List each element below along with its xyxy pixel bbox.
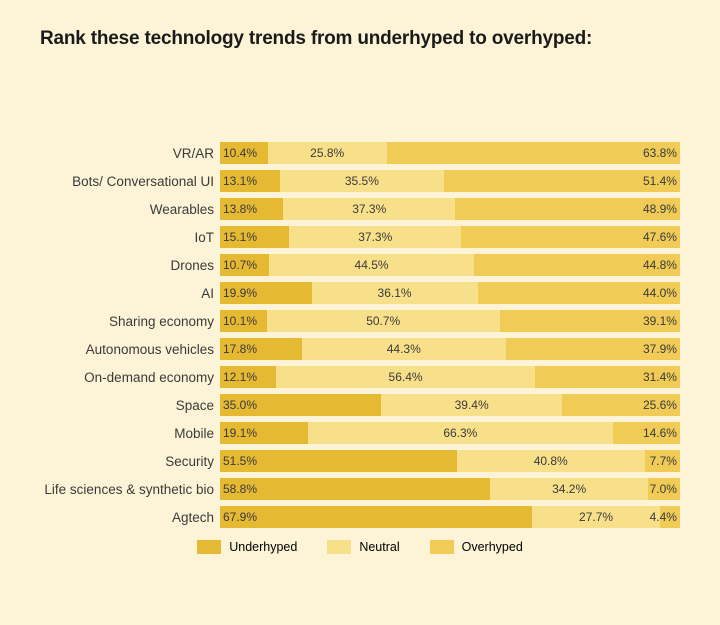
- segment-underhyped: 19.1%: [220, 422, 308, 444]
- chart-title: Rank these technology trends from underh…: [40, 28, 680, 50]
- segment-overhyped: 47.6%: [461, 226, 680, 248]
- segment-neutral: 27.7%: [532, 506, 659, 528]
- row-label: On-demand economy: [40, 370, 220, 385]
- segment-underhyped: 10.1%: [220, 310, 267, 332]
- segment-neutral: 44.3%: [302, 338, 506, 360]
- row-label: Life sciences & synthetic bio: [40, 482, 220, 497]
- segment-neutral: 66.3%: [308, 422, 613, 444]
- segment-neutral: 37.3%: [289, 226, 461, 248]
- stacked-bar: 10.7%44.5%44.8%: [220, 254, 680, 276]
- segment-overhyped: 25.6%: [562, 394, 680, 416]
- segment-underhyped: 15.1%: [220, 226, 289, 248]
- segment-overhyped: 7.7%: [645, 450, 680, 472]
- segment-neutral: 39.4%: [381, 394, 562, 416]
- legend-item-neutral: Neutral: [327, 540, 399, 554]
- chart-row: Bots/ Conversational UI13.1%35.5%51.4%: [40, 168, 680, 194]
- legend-label-overhyped: Overhyped: [462, 540, 523, 554]
- segment-overhyped: 63.8%: [387, 142, 680, 164]
- segment-underhyped: 19.9%: [220, 282, 312, 304]
- legend-swatch-neutral: [327, 540, 351, 554]
- segment-underhyped: 13.8%: [220, 198, 283, 220]
- row-label: Agtech: [40, 510, 220, 525]
- segment-overhyped: 48.9%: [455, 198, 680, 220]
- segment-overhyped: 7.0%: [648, 478, 680, 500]
- stacked-bar: 58.8%34.2%7.0%: [220, 478, 680, 500]
- row-label: Sharing economy: [40, 314, 220, 329]
- segment-neutral: 36.1%: [312, 282, 478, 304]
- chart-row: IoT15.1%37.3%47.6%: [40, 224, 680, 250]
- segment-neutral: 44.5%: [269, 254, 474, 276]
- stacked-bar: 19.1%66.3%14.6%: [220, 422, 680, 444]
- segment-overhyped: 14.6%: [613, 422, 680, 444]
- row-label: IoT: [40, 230, 220, 245]
- segment-neutral: 50.7%: [267, 310, 500, 332]
- segment-overhyped: 51.4%: [444, 170, 680, 192]
- segment-overhyped: 39.1%: [500, 310, 680, 332]
- chart-row: AI19.9%36.1%44.0%: [40, 280, 680, 306]
- legend-label-neutral: Neutral: [359, 540, 399, 554]
- stacked-bar: 51.5%40.8%7.7%: [220, 450, 680, 472]
- segment-overhyped: 44.0%: [478, 282, 680, 304]
- row-label: Space: [40, 398, 220, 413]
- chart-row: Life sciences & synthetic bio58.8%34.2%7…: [40, 476, 680, 502]
- segment-neutral: 37.3%: [283, 198, 455, 220]
- chart-row: Sharing economy10.1%50.7%39.1%: [40, 308, 680, 334]
- chart-row: On-demand economy12.1%56.4%31.4%: [40, 364, 680, 390]
- stacked-bar: 15.1%37.3%47.6%: [220, 226, 680, 248]
- row-label: Autonomous vehicles: [40, 342, 220, 357]
- stacked-bar: 17.8%44.3%37.9%: [220, 338, 680, 360]
- chart-row: Agtech67.9%27.7%4.4%: [40, 504, 680, 530]
- stacked-bar: 12.1%56.4%31.4%: [220, 366, 680, 388]
- segment-neutral: 34.2%: [490, 478, 647, 500]
- legend: Underhyped Neutral Overhyped: [40, 540, 680, 554]
- segment-neutral: 25.8%: [268, 142, 387, 164]
- legend-swatch-underhyped: [197, 540, 221, 554]
- segment-underhyped: 58.8%: [220, 478, 490, 500]
- segment-neutral: 56.4%: [276, 366, 536, 388]
- stacked-bar: 67.9%27.7%4.4%: [220, 506, 680, 528]
- segment-overhyped: 4.4%: [660, 506, 680, 528]
- row-label: Mobile: [40, 426, 220, 441]
- row-label: AI: [40, 286, 220, 301]
- chart-row: VR/AR10.4%25.8%63.8%: [40, 140, 680, 166]
- legend-label-underhyped: Underhyped: [229, 540, 297, 554]
- segment-overhyped: 44.8%: [474, 254, 680, 276]
- stacked-bar: 19.9%36.1%44.0%: [220, 282, 680, 304]
- legend-swatch-overhyped: [430, 540, 454, 554]
- legend-item-underhyped: Underhyped: [197, 540, 297, 554]
- chart-row: Mobile19.1%66.3%14.6%: [40, 420, 680, 446]
- stacked-bar: 13.1%35.5%51.4%: [220, 170, 680, 192]
- segment-neutral: 35.5%: [280, 170, 443, 192]
- chart-row: Autonomous vehicles17.8%44.3%37.9%: [40, 336, 680, 362]
- chart-canvas: Rank these technology trends from underh…: [0, 0, 720, 625]
- stacked-bar: 35.0%39.4%25.6%: [220, 394, 680, 416]
- segment-underhyped: 13.1%: [220, 170, 280, 192]
- segment-underhyped: 51.5%: [220, 450, 457, 472]
- chart-row: Wearables13.8%37.3%48.9%: [40, 196, 680, 222]
- segment-underhyped: 17.8%: [220, 338, 302, 360]
- segment-underhyped: 12.1%: [220, 366, 276, 388]
- chart-row: Security51.5%40.8%7.7%: [40, 448, 680, 474]
- row-label: Wearables: [40, 202, 220, 217]
- stacked-bar: 10.1%50.7%39.1%: [220, 310, 680, 332]
- segment-underhyped: 35.0%: [220, 394, 381, 416]
- row-label: Security: [40, 454, 220, 469]
- stacked-bar: 13.8%37.3%48.9%: [220, 198, 680, 220]
- stacked-bar: 10.4%25.8%63.8%: [220, 142, 680, 164]
- chart-rows: VR/AR10.4%25.8%63.8%Bots/ Conversational…: [40, 140, 680, 530]
- segment-underhyped: 10.4%: [220, 142, 268, 164]
- chart-row: Drones10.7%44.5%44.8%: [40, 252, 680, 278]
- segment-neutral: 40.8%: [457, 450, 645, 472]
- row-label: VR/AR: [40, 146, 220, 161]
- segment-overhyped: 37.9%: [506, 338, 680, 360]
- segment-underhyped: 67.9%: [220, 506, 532, 528]
- chart-row: Space35.0%39.4%25.6%: [40, 392, 680, 418]
- row-label: Bots/ Conversational UI: [40, 174, 220, 189]
- row-label: Drones: [40, 258, 220, 273]
- legend-item-overhyped: Overhyped: [430, 540, 523, 554]
- segment-underhyped: 10.7%: [220, 254, 269, 276]
- segment-overhyped: 31.4%: [535, 366, 680, 388]
